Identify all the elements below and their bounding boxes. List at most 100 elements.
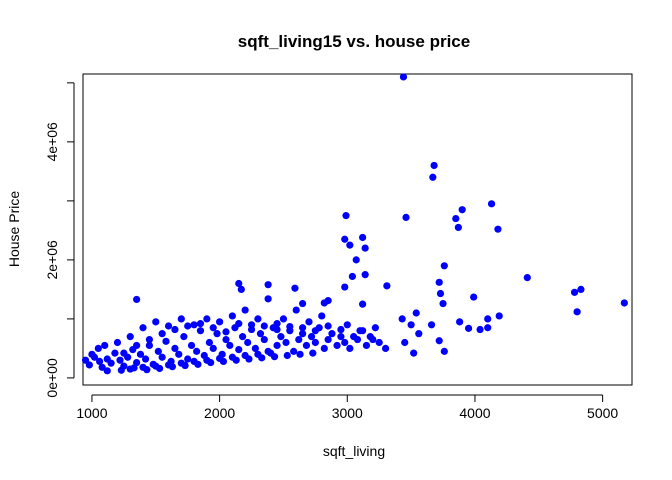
data-point — [117, 366, 125, 374]
data-point — [180, 333, 188, 341]
data-point — [235, 320, 243, 328]
data-point — [158, 353, 166, 361]
data-point — [359, 300, 367, 308]
data-point — [291, 284, 299, 292]
data-point — [139, 324, 147, 332]
data-point — [436, 289, 445, 298]
data-point — [184, 322, 192, 330]
data-point — [175, 350, 183, 358]
data-point — [577, 285, 585, 293]
data-point — [452, 214, 460, 223]
data-point — [296, 350, 304, 358]
data-point — [309, 349, 317, 357]
data-point — [470, 293, 478, 301]
data-point — [494, 225, 502, 233]
chart-title: sqft_living15 vs. house price — [238, 32, 470, 51]
data-point — [273, 320, 281, 328]
data-point — [107, 359, 115, 367]
data-point — [324, 335, 332, 344]
data-point — [290, 347, 298, 355]
x-tick-label: 5000 — [587, 405, 618, 421]
data-point — [245, 355, 253, 363]
data-point — [399, 73, 408, 81]
data-point — [302, 341, 311, 350]
data-point — [337, 325, 345, 334]
data-point — [328, 330, 336, 338]
data-point — [371, 324, 379, 332]
data-points — [81, 73, 628, 375]
data-point — [136, 350, 145, 358]
data-point — [95, 357, 104, 365]
data-point — [620, 299, 628, 307]
data-point — [401, 338, 409, 347]
data-point — [484, 315, 492, 323]
data-point — [383, 282, 391, 290]
data-point — [427, 321, 436, 329]
data-point — [181, 361, 189, 370]
data-point — [247, 325, 256, 334]
x-axis-label: sqft_living — [323, 443, 385, 459]
data-point — [196, 327, 205, 335]
data-point — [244, 338, 252, 347]
data-point — [359, 327, 367, 335]
data-point — [171, 344, 179, 353]
data-point — [361, 244, 369, 252]
data-point — [342, 212, 350, 220]
data-point — [228, 312, 236, 320]
x-tick-label: 1000 — [76, 405, 107, 421]
data-point — [213, 330, 221, 338]
data-point — [458, 206, 466, 214]
data-point — [495, 312, 503, 320]
data-point — [103, 367, 111, 375]
data-point — [101, 341, 109, 350]
data-point — [270, 353, 279, 361]
data-point — [235, 345, 243, 354]
data-point — [429, 173, 437, 181]
data-point — [279, 315, 288, 323]
data-point — [320, 299, 328, 307]
data-point — [171, 325, 179, 334]
data-point — [209, 324, 217, 332]
y-axis: 0e+00 2e+06 4e+06 — [44, 82, 75, 398]
data-point — [193, 347, 201, 355]
data-point — [484, 324, 492, 332]
data-point — [222, 328, 230, 336]
y-axis-label: House Price — [6, 191, 22, 267]
data-point — [341, 235, 349, 243]
data-point — [203, 315, 211, 323]
data-point — [116, 356, 124, 364]
data-point — [133, 341, 141, 350]
data-point — [456, 318, 464, 326]
data-point — [299, 299, 307, 308]
data-point — [145, 341, 153, 350]
data-point — [235, 279, 243, 288]
data-point — [295, 335, 303, 344]
data-point — [187, 341, 196, 350]
data-point — [464, 324, 473, 332]
data-point — [120, 349, 128, 357]
data-point — [410, 349, 418, 357]
data-point — [305, 318, 313, 326]
data-point — [412, 309, 420, 317]
x-axis: 1000 2000 3000 4000 5000 — [76, 394, 618, 421]
data-point — [222, 335, 230, 344]
data-point — [258, 354, 266, 362]
data-point — [205, 338, 213, 347]
x-tick-label: 4000 — [459, 405, 490, 421]
data-point — [398, 315, 406, 323]
data-point — [264, 295, 272, 303]
data-point — [98, 363, 106, 371]
data-point — [348, 272, 356, 281]
data-point — [194, 360, 202, 368]
data-point — [402, 213, 410, 222]
data-point — [254, 315, 262, 323]
data-point — [260, 335, 268, 344]
data-point — [440, 262, 448, 270]
plot-box — [82, 73, 633, 386]
data-point — [570, 288, 579, 296]
data-point — [216, 318, 224, 326]
data-point — [430, 161, 438, 170]
data-point — [264, 281, 272, 289]
data-point — [260, 322, 268, 330]
